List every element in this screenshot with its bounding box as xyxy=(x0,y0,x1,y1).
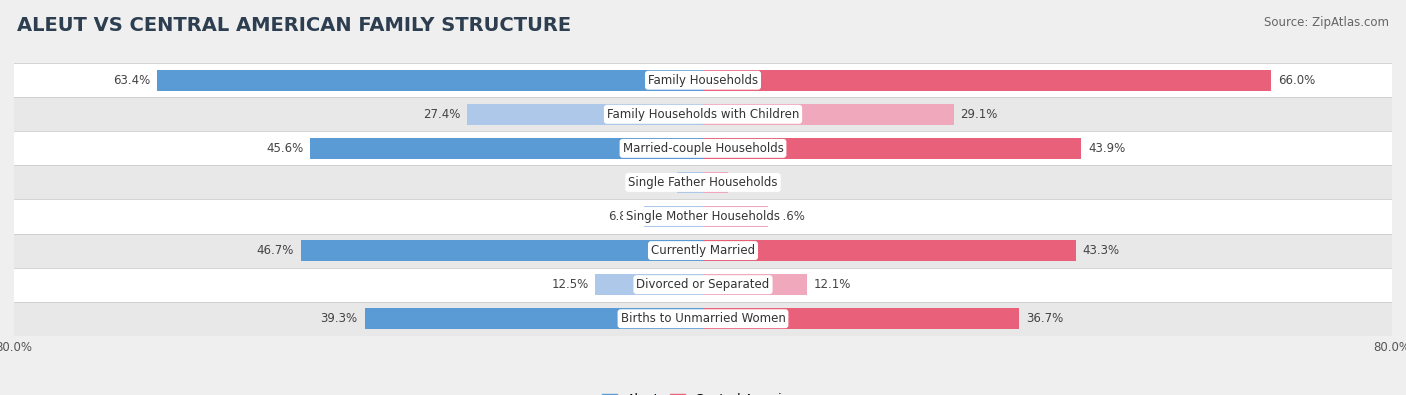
Text: 66.0%: 66.0% xyxy=(1278,74,1316,87)
Text: Single Father Households: Single Father Households xyxy=(628,176,778,189)
Bar xyxy=(703,70,1271,91)
Text: 2.9%: 2.9% xyxy=(735,176,765,189)
Text: Births to Unmarried Women: Births to Unmarried Women xyxy=(620,312,786,325)
Bar xyxy=(14,97,1392,131)
Bar xyxy=(703,308,1019,329)
Bar xyxy=(301,240,703,261)
Bar xyxy=(703,172,728,193)
Bar xyxy=(703,104,953,125)
Text: 39.3%: 39.3% xyxy=(321,312,357,325)
Text: Family Households with Children: Family Households with Children xyxy=(607,108,799,121)
Text: 7.6%: 7.6% xyxy=(775,210,806,223)
Bar xyxy=(595,274,703,295)
Text: Source: ZipAtlas.com: Source: ZipAtlas.com xyxy=(1264,16,1389,29)
Bar xyxy=(14,63,1392,97)
Legend: Aleut, Central American: Aleut, Central American xyxy=(598,388,808,395)
Bar xyxy=(467,104,703,125)
Text: 29.1%: 29.1% xyxy=(960,108,998,121)
Bar xyxy=(14,268,1392,302)
Bar xyxy=(14,233,1392,268)
Bar xyxy=(14,166,1392,199)
Text: 43.9%: 43.9% xyxy=(1088,142,1125,155)
Text: 36.7%: 36.7% xyxy=(1026,312,1063,325)
Bar xyxy=(14,131,1392,166)
Bar xyxy=(678,172,703,193)
Bar xyxy=(703,138,1081,159)
Text: 27.4%: 27.4% xyxy=(423,108,460,121)
Text: Married-couple Households: Married-couple Households xyxy=(623,142,783,155)
Text: Single Mother Households: Single Mother Households xyxy=(626,210,780,223)
Bar xyxy=(644,206,703,227)
Bar xyxy=(311,138,703,159)
Text: Currently Married: Currently Married xyxy=(651,244,755,257)
Text: 63.4%: 63.4% xyxy=(112,74,150,87)
Text: 12.5%: 12.5% xyxy=(551,278,589,291)
Text: 3.0%: 3.0% xyxy=(641,176,671,189)
Text: ALEUT VS CENTRAL AMERICAN FAMILY STRUCTURE: ALEUT VS CENTRAL AMERICAN FAMILY STRUCTU… xyxy=(17,16,571,35)
Text: 46.7%: 46.7% xyxy=(256,244,294,257)
Bar xyxy=(14,302,1392,336)
Text: 12.1%: 12.1% xyxy=(814,278,852,291)
Text: 6.8%: 6.8% xyxy=(607,210,637,223)
Text: Divorced or Separated: Divorced or Separated xyxy=(637,278,769,291)
Bar xyxy=(157,70,703,91)
Bar xyxy=(703,206,769,227)
Bar xyxy=(703,274,807,295)
Text: 45.6%: 45.6% xyxy=(266,142,304,155)
Text: Family Households: Family Households xyxy=(648,74,758,87)
Text: 43.3%: 43.3% xyxy=(1083,244,1121,257)
Bar xyxy=(364,308,703,329)
Bar xyxy=(703,240,1076,261)
Bar xyxy=(14,199,1392,233)
